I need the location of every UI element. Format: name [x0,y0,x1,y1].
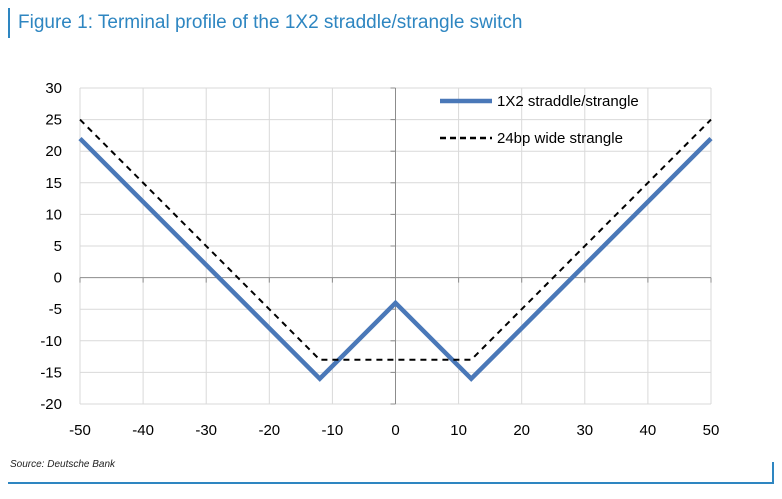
y-tick-label: -15 [40,364,62,381]
series-line-2 [79,118,712,361]
y-tick-label: 0 [54,270,62,287]
y-tick-label: 5 [54,238,62,255]
y-tick-label: 15 [45,175,62,192]
source-note: Source: Deutsche Bank [10,459,116,470]
y-tick-label: 20 [45,143,62,160]
x-tick-label: -10 [322,422,344,439]
series-line-1 [78,136,713,382]
figure-title: Figure 1: Terminal profile of the 1X2 st… [18,12,523,33]
x-tick-label: 0 [391,422,399,439]
corner-rule [772,462,774,484]
y-tick-label: 10 [45,206,62,223]
legend-label-1: 1X2 straddle/strangle [497,93,639,110]
tick-labels: -50 -40 -30 -20 -10 0 10 20 30 40 50302520151050-5… [40,80,719,439]
x-tick-label: 10 [450,422,467,439]
x-tick-label: -50 [69,422,91,439]
legend: 1X2 straddle/strangle 24bp wide strangle [440,93,639,147]
y-tick-label: -20 [40,396,62,413]
axes [79,87,712,405]
y-tick-label: 25 [45,112,62,129]
legend-label-2: 24bp wide strangle [497,130,623,147]
x-tick-label: -20 [258,422,280,439]
y-tick-label: 30 [45,80,62,97]
x-tick-label: 20 [513,422,530,439]
x-tick-label: 30 [576,422,593,439]
x-tick-label: 40 [640,422,657,439]
x-tick-label: -30 [195,422,217,439]
y-tick-label: -10 [40,333,62,350]
x-tick-label: 50 [703,422,720,439]
series [78,118,713,382]
x-tick-label: -40 [132,422,154,439]
figure-title-bar: Figure 1: Terminal profile of the 1X2 st… [8,8,774,38]
bottom-rule [8,482,774,484]
y-tick-label: -5 [49,301,62,318]
